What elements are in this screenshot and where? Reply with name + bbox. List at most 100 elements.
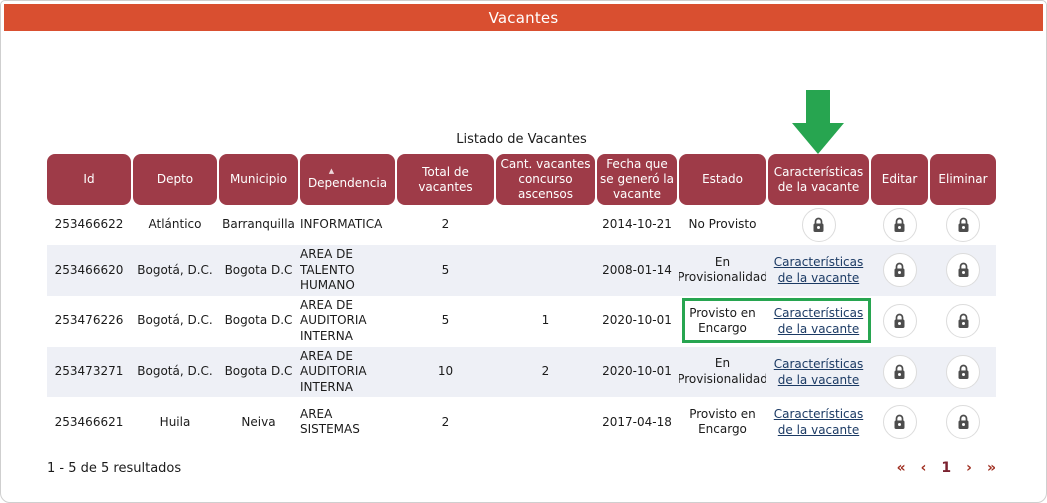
editar-lock-button[interactable] [882,354,917,389]
cell-caracteristicas: Características de la vacante [768,347,869,398]
cell-dependencia: INFORMATICA [300,217,383,232]
cell-editar [871,296,928,347]
cell-id: 253466620 [54,262,124,277]
cell-estado: Provisto en Encargo [689,305,756,336]
col-header-eliminar[interactable]: Eliminar [930,154,996,205]
cell-depto: Huila [159,414,191,429]
cell-fecha: 2020-10-01 [602,313,672,328]
cell-id: 253466621 [54,414,124,429]
cell-caracteristicas: Características de la vacante [768,397,869,447]
col-header-caracteristicas[interactable]: Características de la vacante [768,154,869,205]
cell-municipio: Barranquilla [222,217,295,232]
green-down-arrow-icon [792,90,844,154]
eliminar-lock-button[interactable] [946,354,980,389]
cell-id: 253476226 [54,313,124,328]
cell-estado: Provisto en Encargo [689,406,756,437]
cell-depto: Bogotá, D.C. [137,262,213,277]
cell-editar [871,245,928,296]
table-row: 253473271 Bogotá, D.C. Bogota D.C AREA D… [47,346,996,398]
cell-eliminar [930,296,996,347]
table-row: 253466620 Bogotá, D.C. Bogota D.C AREA D… [47,245,996,296]
cell-eliminar [930,245,996,296]
lock-icon [813,217,824,232]
cell-fecha: 2014-10-21 [602,217,672,232]
cell-editar [871,205,928,245]
cell-municipio: Bogota D.C [224,313,293,328]
cell-depto: Bogotá, D.C. [137,313,213,328]
cell-total: 5 [441,262,450,277]
cell-caracteristicas [768,205,869,245]
lock-icon [958,263,968,278]
pagination-prev-button[interactable]: ‹ [920,460,927,477]
cell-fecha: 2020-10-01 [602,364,672,379]
table-row: 253476226 Bogotá, D.C. Bogota D.C AREA D… [47,296,996,347]
editar-lock-button[interactable] [882,304,917,339]
pagination-page-1[interactable]: 1 [941,460,952,477]
cell-dependencia: AREA DE AUDITORIA INTERNA [300,297,367,343]
cell-total: 2 [441,217,450,232]
col-header-fecha[interactable]: Fecha que se generó la vacante [597,154,677,205]
lock-icon [958,313,968,329]
lock-icon [894,217,905,232]
lock-icon [894,364,905,379]
lock-icon [894,415,905,430]
cell-concurso [496,245,595,296]
cell-total: 10 [437,364,454,379]
cell-depto: Bogotá, D.C. [137,364,213,379]
eliminar-lock-button[interactable] [946,405,980,440]
cell-id: 253473271 [54,364,124,379]
cell-total: 5 [441,313,450,328]
pagination-first-button[interactable]: « [896,460,906,477]
cell-fecha: 2008-01-14 [602,262,672,277]
editar-lock-button[interactable] [882,253,917,288]
col-header-editar[interactable]: Editar [871,154,928,205]
cell-concurso: 2 [541,364,550,379]
col-header-total-vacantes[interactable]: Total de vacantes [397,154,494,205]
cell-concurso [496,397,595,447]
editar-lock-button[interactable] [882,405,917,440]
lock-icon [958,364,968,379]
cell-caracteristicas: Características de la vacante [768,296,869,347]
cell-eliminar [930,397,996,447]
lock-icon [958,415,968,430]
col-header-cant-concurso[interactable]: Cant. vacantes concurso ascensos [496,154,595,205]
cell-municipio: Bogota D.C [224,262,293,277]
cell-dependencia: AREA SISTEMAS [300,406,360,437]
table-row: 253466622 Atlántico Barranquilla INFORMA… [47,205,996,245]
caracteristicas-link[interactable]: Características de la vacante [773,407,864,438]
cell-editar [871,397,928,447]
caracteristicas-link[interactable]: Características de la vacante [773,356,864,387]
sort-asc-icon: ▲ [328,167,335,175]
caracteristicas-link[interactable]: Características de la vacante [773,255,864,286]
cell-depto: Atlántico [148,217,202,232]
caracteristicas-link[interactable]: Características de la vacante [773,305,864,337]
eliminar-lock-button[interactable] [946,304,980,339]
editar-lock-button[interactable] [882,208,917,242]
listado-table: Listado de Vacantes Id Depto Municipio ▲… [47,132,996,447]
cell-municipio: Neiva [241,414,276,429]
cell-estado: No Provisto [688,217,757,232]
cell-caracteristicas: Características de la vacante [768,245,869,296]
cell-editar [871,347,928,398]
cell-dependencia: AREA DE TALENTO HUMANO [300,247,355,293]
caracteristicas-lock-button[interactable] [801,208,836,242]
cell-concurso: 1 [541,313,550,328]
page-title: Vacantes [488,8,559,27]
col-header-dependencia[interactable]: ▲ Dependencia [300,154,395,205]
col-header-id[interactable]: Id [47,154,131,205]
col-header-municipio[interactable]: Municipio [219,154,298,205]
eliminar-lock-button[interactable] [946,253,980,288]
pagination-next-button[interactable]: › [966,460,972,477]
pagination-last-button[interactable]: » [986,460,996,477]
table-header-row: Id Depto Municipio ▲ Dependencia Total d… [47,154,996,205]
cell-eliminar [930,347,996,398]
lock-icon [894,313,905,329]
table-caption: Listado de Vacantes [456,132,587,147]
col-header-depto[interactable]: Depto [133,154,217,205]
eliminar-lock-button[interactable] [946,208,980,242]
results-count: 1 - 5 de 5 resultados [47,460,182,476]
col-header-estado[interactable]: Estado [679,154,766,205]
cell-estado: En Provisionalidad [679,356,766,386]
table-footer: 1 - 5 de 5 resultados « ‹ 1 › » [47,460,996,476]
